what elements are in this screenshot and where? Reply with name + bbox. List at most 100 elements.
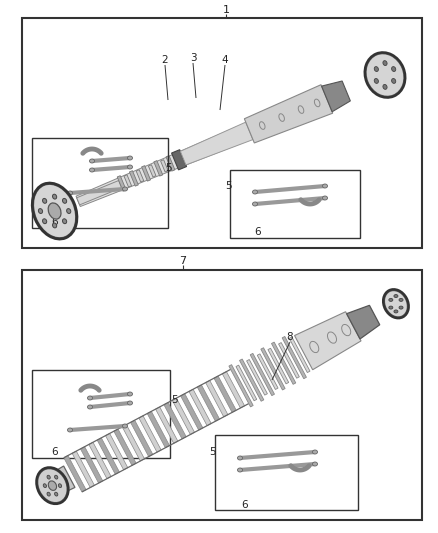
Ellipse shape	[88, 396, 92, 400]
Polygon shape	[114, 429, 136, 465]
Polygon shape	[244, 85, 333, 143]
Polygon shape	[240, 359, 264, 401]
Polygon shape	[261, 348, 285, 390]
Ellipse shape	[38, 469, 67, 503]
Ellipse shape	[374, 78, 378, 83]
Polygon shape	[197, 385, 219, 421]
Ellipse shape	[89, 168, 95, 172]
Text: 4: 4	[222, 55, 228, 65]
Ellipse shape	[366, 53, 404, 96]
Polygon shape	[166, 156, 175, 171]
Polygon shape	[77, 181, 122, 205]
Ellipse shape	[88, 405, 92, 409]
Polygon shape	[346, 305, 380, 339]
Ellipse shape	[55, 492, 58, 496]
Polygon shape	[148, 165, 156, 177]
Polygon shape	[89, 442, 111, 479]
Text: 8: 8	[287, 332, 293, 342]
Ellipse shape	[374, 67, 378, 71]
Ellipse shape	[67, 191, 73, 195]
Polygon shape	[124, 175, 131, 187]
Polygon shape	[205, 381, 228, 417]
Text: 6: 6	[242, 500, 248, 510]
Polygon shape	[272, 342, 296, 384]
Text: 5: 5	[172, 395, 178, 405]
Polygon shape	[289, 337, 310, 373]
Ellipse shape	[47, 492, 50, 496]
Polygon shape	[64, 456, 86, 492]
Ellipse shape	[399, 298, 403, 301]
Bar	[22, 270, 422, 520]
Ellipse shape	[127, 392, 133, 396]
Ellipse shape	[123, 187, 127, 191]
Polygon shape	[97, 438, 120, 474]
Bar	[230, 170, 360, 238]
Text: 5: 5	[210, 447, 216, 457]
Bar	[22, 18, 422, 248]
Ellipse shape	[322, 196, 328, 200]
Ellipse shape	[63, 198, 67, 203]
Ellipse shape	[252, 190, 258, 194]
Polygon shape	[155, 407, 178, 443]
Polygon shape	[294, 312, 361, 370]
Polygon shape	[147, 411, 170, 448]
Text: 1: 1	[223, 5, 230, 15]
Ellipse shape	[127, 156, 133, 160]
Polygon shape	[236, 365, 257, 401]
Ellipse shape	[127, 401, 133, 405]
Ellipse shape	[399, 306, 403, 309]
Polygon shape	[161, 160, 168, 172]
Polygon shape	[214, 376, 236, 413]
Polygon shape	[268, 348, 289, 384]
Ellipse shape	[312, 450, 318, 454]
Ellipse shape	[42, 219, 47, 224]
Ellipse shape	[237, 468, 243, 472]
Ellipse shape	[48, 203, 61, 219]
Ellipse shape	[67, 428, 73, 432]
Polygon shape	[172, 150, 187, 170]
Polygon shape	[43, 466, 75, 498]
Polygon shape	[154, 160, 163, 176]
Ellipse shape	[389, 298, 393, 301]
Polygon shape	[164, 402, 186, 439]
Ellipse shape	[67, 208, 71, 214]
Bar	[32, 138, 168, 228]
Polygon shape	[257, 354, 278, 390]
Polygon shape	[189, 389, 211, 426]
Polygon shape	[282, 336, 307, 378]
Ellipse shape	[383, 84, 387, 90]
Polygon shape	[106, 433, 128, 470]
Ellipse shape	[394, 295, 398, 297]
Ellipse shape	[39, 208, 42, 214]
Polygon shape	[279, 343, 299, 378]
Ellipse shape	[389, 306, 393, 309]
Bar	[32, 370, 170, 458]
Text: 3: 3	[190, 53, 196, 63]
Ellipse shape	[53, 223, 57, 228]
Polygon shape	[247, 359, 267, 395]
Text: 6: 6	[254, 227, 261, 237]
Polygon shape	[72, 451, 95, 488]
Text: 5: 5	[225, 181, 231, 191]
Text: 7: 7	[180, 256, 187, 266]
Polygon shape	[131, 420, 153, 457]
Text: 5: 5	[165, 163, 171, 173]
Ellipse shape	[392, 78, 396, 83]
Ellipse shape	[392, 67, 396, 71]
Text: 6: 6	[52, 447, 58, 457]
Ellipse shape	[89, 159, 95, 163]
Ellipse shape	[252, 202, 258, 206]
Polygon shape	[180, 394, 203, 430]
Ellipse shape	[42, 198, 47, 203]
Polygon shape	[229, 365, 253, 407]
Text: 6: 6	[52, 217, 58, 227]
Ellipse shape	[47, 475, 50, 479]
Polygon shape	[139, 416, 161, 452]
Ellipse shape	[123, 424, 127, 428]
Ellipse shape	[394, 310, 398, 313]
Ellipse shape	[33, 184, 76, 238]
Polygon shape	[122, 425, 145, 461]
Polygon shape	[141, 166, 151, 181]
Polygon shape	[250, 353, 275, 395]
Ellipse shape	[127, 165, 133, 169]
